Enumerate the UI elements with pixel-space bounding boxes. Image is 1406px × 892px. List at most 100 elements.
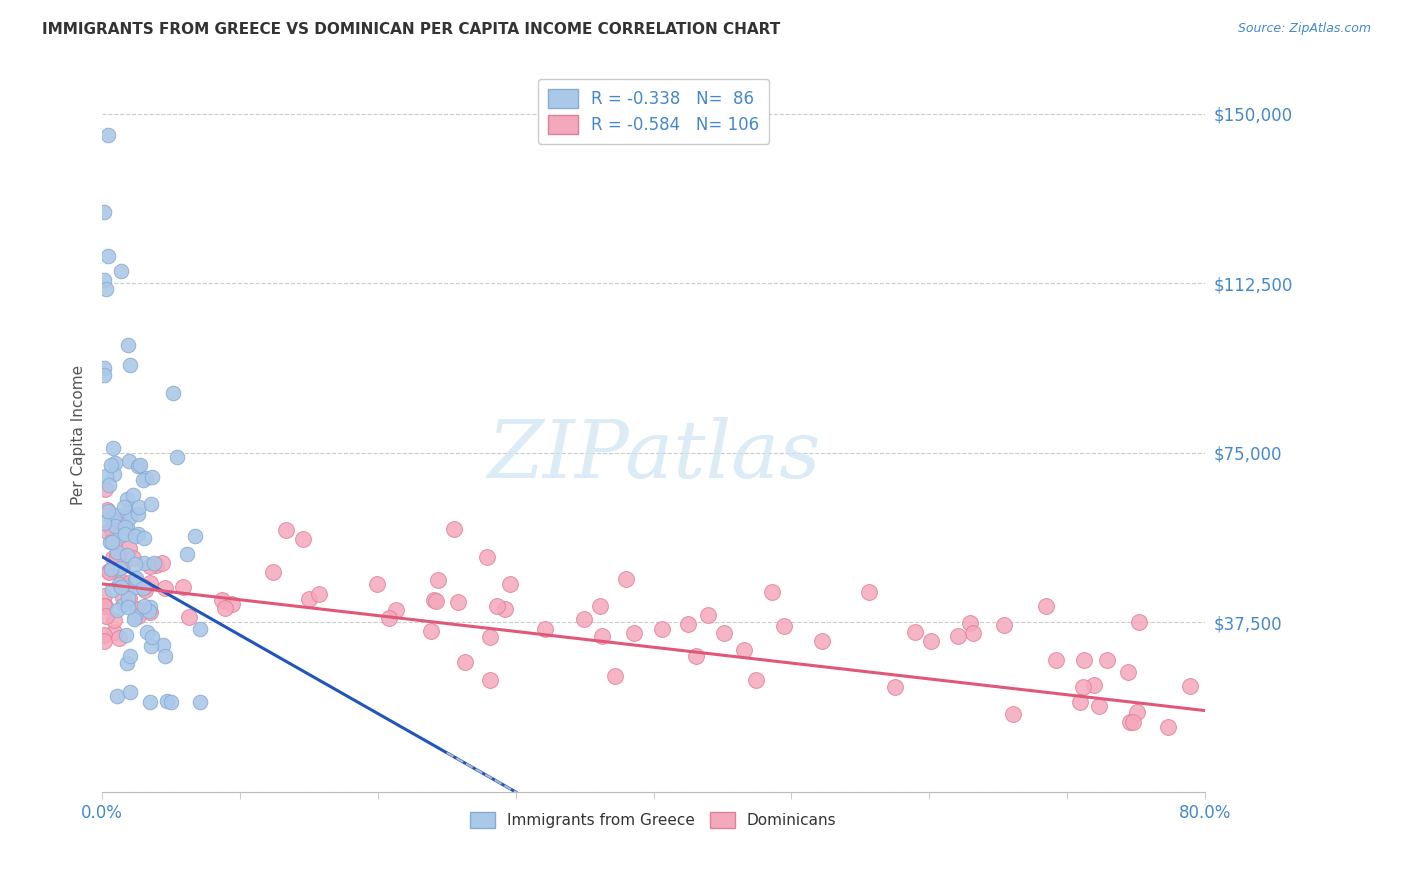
Point [478,673,501,687]
Point [696,608,718,623]
Point [117,591,139,605]
Point [297,592,319,607]
Point [108,577,131,591]
Point [141,497,163,511]
Point [494,602,516,616]
Point [1095,653,1118,667]
Point [214,600,236,615]
Point [177,609,200,624]
Point [166,450,188,464]
Point [103,624,125,639]
Point [485,599,508,613]
Point [274,523,297,537]
Point [962,626,984,640]
Point [103,533,125,548]
Point [150,556,173,570]
Point [117,453,139,467]
Point [993,618,1015,632]
Point [139,575,162,590]
Point [103,518,125,533]
Point [115,491,138,506]
Point [108,561,131,575]
Point [134,599,156,613]
Point [103,551,125,566]
Point [676,617,699,632]
Point [603,669,626,683]
Point [1118,665,1140,679]
Point [1178,679,1201,693]
Point [761,584,783,599]
Point [127,507,149,521]
Point [153,581,176,595]
Point [292,533,315,547]
Point [96,468,118,483]
Point [132,556,155,570]
Point [105,603,128,617]
Point [152,638,174,652]
Point [308,587,330,601]
Point [118,509,141,524]
Point [108,527,131,541]
Point [1122,714,1144,729]
Point [97,525,120,540]
Point [117,599,139,614]
Text: Source: ZipAtlas.com: Source: ZipAtlas.com [1237,22,1371,36]
Point [614,572,637,586]
Point [120,649,142,664]
Point [105,689,128,703]
Point [93,599,115,613]
Point [124,529,146,543]
Point [111,574,134,589]
Point [93,589,115,603]
Y-axis label: Per Capita Income: Per Capita Income [72,365,86,505]
Point [1071,681,1094,695]
Point [115,505,138,519]
Point [124,610,146,624]
Point [443,522,465,536]
Point [127,602,149,616]
Point [100,534,122,549]
Point [103,613,125,627]
Point [959,615,981,630]
Point [118,541,141,556]
Point [98,534,121,549]
Text: ZIPatlas: ZIPatlas [486,417,820,495]
Point [132,474,155,488]
Point [114,526,136,541]
Point [110,576,132,591]
Point [904,624,927,639]
Point [93,628,115,642]
Point [111,591,134,605]
Point [135,471,157,485]
Point [93,272,115,286]
Point [454,655,477,669]
Point [97,504,120,518]
Point [733,642,755,657]
Point [122,612,145,626]
Point [132,532,155,546]
Point [103,467,125,481]
Point [153,649,176,664]
Point [100,561,122,575]
Point [125,571,148,585]
Point [134,581,156,595]
Point [623,625,645,640]
Point [156,694,179,708]
Point [115,628,138,642]
Point [97,249,120,263]
Point [160,694,183,708]
Point [145,558,167,572]
Point [188,694,211,708]
Point [141,470,163,484]
Point [117,548,139,562]
Point [124,574,146,588]
Point [744,673,766,687]
Point [128,500,150,514]
Point [1157,720,1180,734]
Point [97,564,120,578]
Point [105,545,128,559]
Point [127,527,149,541]
Point [685,648,707,663]
Point [101,583,124,598]
Point [176,548,198,562]
